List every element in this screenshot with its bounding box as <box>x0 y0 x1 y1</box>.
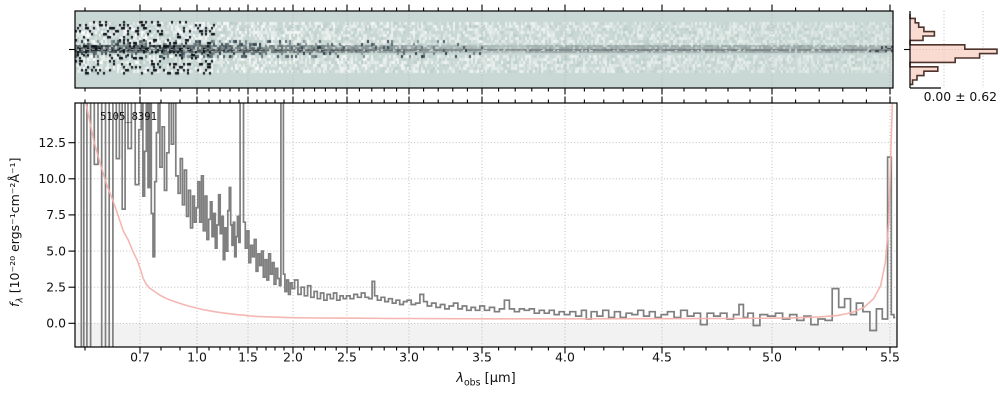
x-tick-label: 5.5 <box>880 350 900 365</box>
source-id-label: 5105_8391 <box>100 111 157 123</box>
x-axis-label: λobs [μm] <box>75 371 897 389</box>
x-tick-label: 2.5 <box>337 350 357 365</box>
histogram-outline <box>909 14 998 86</box>
histogram-stat-label: 0.00 ± 0.62 <box>923 89 997 104</box>
main-panel-border <box>74 102 898 348</box>
x-tick-label: 2.0 <box>283 350 303 365</box>
spectrum-data-layer <box>80 103 896 347</box>
y-tick-label: 0.0 <box>46 316 66 331</box>
below-zero-band <box>75 323 897 347</box>
uncertainty-series-path <box>85 103 894 320</box>
y-axis-units: [10⁻²⁰ ergs⁻¹cm⁻²Å⁻¹] <box>7 157 22 298</box>
tick-labels-layer: 0.0 2.5 5.0 7.5 10.0 12.5 0.7 1.0 1.5 2.0 2.5 3.0 3.… <box>38 135 899 365</box>
x-tick-label: 5.0 <box>762 350 782 365</box>
axes-layer <box>68 4 898 354</box>
gridlines-layer <box>75 11 897 347</box>
y-tick-label: 10.0 <box>38 171 66 186</box>
flux-symbol: f <box>7 302 22 307</box>
y-tick-label: 7.5 <box>46 207 66 222</box>
y-tick-label: 12.5 <box>38 135 66 150</box>
y-tick-label: 5.0 <box>46 243 66 258</box>
x-tick-label: 4.0 <box>555 350 575 365</box>
histogram-layer <box>904 11 998 89</box>
x-tick-label: 4.5 <box>652 350 672 365</box>
lambda-symbol: λ <box>456 371 464 386</box>
y-axis-subscript: λ <box>15 297 26 303</box>
background-bands <box>75 323 897 347</box>
x-axis-subscript: obs <box>463 377 481 389</box>
spec2d-border <box>74 10 894 89</box>
x-tick-label: 1.5 <box>238 350 258 365</box>
x-tick-label: 1.0 <box>187 350 207 365</box>
x-tick-label: 3.5 <box>472 350 492 365</box>
flux-series-path <box>80 103 896 347</box>
x-tick-label: 3.0 <box>399 350 419 365</box>
x-axis-units: [μm] <box>480 371 516 386</box>
y-axis-label: fλ [10⁻²⁰ ergs⁻¹cm⁻²Å⁻¹] <box>7 158 26 307</box>
x-tick-label: 0.7 <box>130 350 150 365</box>
y-tick-label: 2.5 <box>46 279 66 294</box>
